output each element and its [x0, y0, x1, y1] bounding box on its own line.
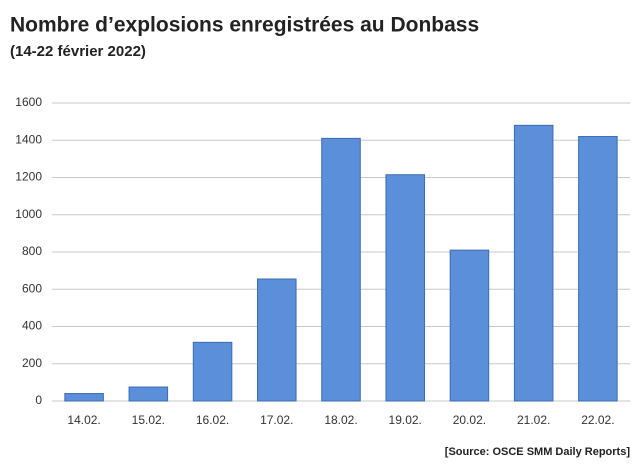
bar	[578, 136, 618, 402]
x-tick-label: 15.02.	[132, 413, 165, 427]
y-tick-label: 800	[22, 244, 42, 258]
x-tick-label: 18.02.	[324, 413, 357, 427]
y-tick-label: 1400	[15, 132, 42, 146]
y-tick-label: 1600	[15, 95, 42, 109]
bar	[385, 174, 425, 402]
y-tick-label: 1200	[15, 170, 42, 184]
bar	[64, 393, 104, 402]
y-tick-label: 400	[22, 319, 42, 333]
chart-subtitle: (14-22 février 2022)	[10, 43, 146, 60]
x-tick-label: 21.02.	[517, 413, 550, 427]
x-tick-label: 22.02.	[581, 413, 614, 427]
bar	[128, 386, 169, 402]
y-tick-label: 600	[22, 281, 42, 295]
y-tick-label: 200	[22, 356, 42, 370]
x-tick-label: 17.02.	[260, 413, 293, 427]
source-note: [Source: OSCE SMM Daily Reports]	[445, 446, 631, 458]
x-tick-label: 20.02.	[453, 413, 486, 427]
bar	[513, 124, 554, 402]
y-tick-label: 0	[35, 393, 42, 407]
x-tick-label: 14.02.	[67, 413, 100, 427]
chart-title: Nombre d’explosions enregistrées au Donb…	[10, 14, 479, 37]
bar	[257, 278, 297, 402]
x-tick-label: 19.02.	[389, 413, 422, 427]
bar	[192, 341, 233, 402]
bar	[321, 137, 361, 402]
x-tick-label: 16.02.	[196, 413, 229, 427]
bar	[449, 249, 490, 402]
y-tick-label: 1000	[15, 207, 42, 221]
